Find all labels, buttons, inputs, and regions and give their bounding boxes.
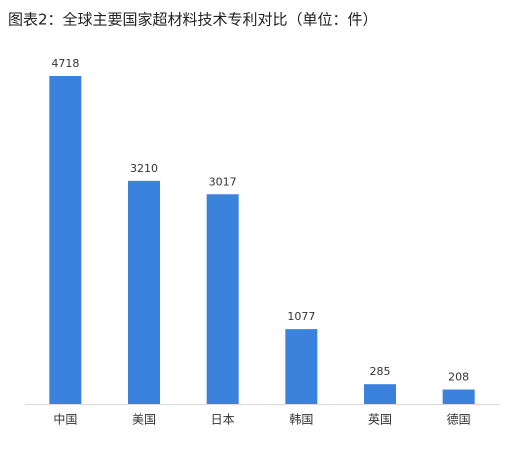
bar (49, 76, 82, 404)
value-label: 285 (370, 365, 391, 378)
x-tick-label: 中国 (53, 412, 77, 427)
x-tick-label: 韩国 (289, 412, 313, 427)
x-tick-label: 英国 (368, 413, 392, 427)
value-label: 4718 (51, 57, 79, 70)
bar (128, 180, 160, 404)
bar (364, 384, 396, 404)
bar (285, 329, 318, 404)
x-tick-label: 德国 (447, 412, 471, 427)
bar (206, 194, 239, 404)
value-label: 3017 (209, 175, 237, 188)
x-tick-label: 美国 (132, 413, 156, 427)
chart-title: 图表2：全球主要国家超材料技术专利对比（单位：件） (8, 11, 378, 29)
bar (442, 389, 475, 404)
value-label: 3210 (130, 162, 158, 175)
value-label: 208 (448, 371, 469, 384)
value-label: 1077 (287, 310, 315, 323)
x-tick-label: 日本 (211, 413, 235, 427)
